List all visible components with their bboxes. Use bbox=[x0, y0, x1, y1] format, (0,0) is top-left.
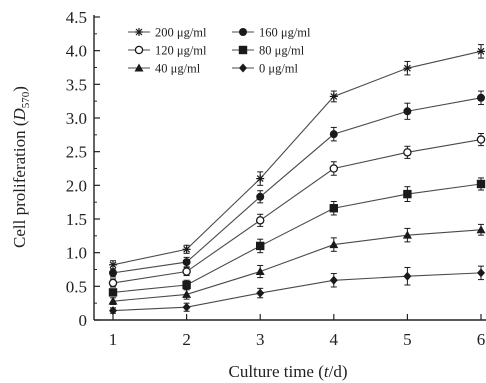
data-point bbox=[108, 288, 118, 297]
y-tick-label: 1.0 bbox=[66, 244, 87, 263]
legend-marker bbox=[239, 28, 247, 36]
data-point bbox=[108, 296, 118, 305]
data-point bbox=[182, 245, 191, 254]
data-point bbox=[476, 179, 486, 189]
x-tick-label: 3 bbox=[256, 330, 265, 349]
legend-marker bbox=[135, 28, 143, 36]
data-point bbox=[256, 192, 265, 201]
series-line bbox=[112, 139, 482, 284]
legend-label: 40 μg/ml bbox=[155, 62, 201, 76]
y-axis-label: Cell proliferation (D570) bbox=[10, 86, 32, 248]
legend-marker bbox=[134, 45, 144, 55]
series-line bbox=[112, 97, 482, 274]
data-point bbox=[476, 135, 486, 144]
data-point bbox=[109, 260, 117, 269]
y-tick-label: 0.5 bbox=[66, 277, 87, 296]
series-line bbox=[112, 229, 482, 302]
y-tick-label: 1.5 bbox=[66, 210, 87, 229]
x-tick-label: 1 bbox=[109, 330, 118, 349]
data-point bbox=[108, 278, 118, 288]
data-point bbox=[329, 164, 339, 173]
data-point bbox=[477, 268, 485, 278]
data-point bbox=[256, 174, 265, 183]
series-line bbox=[112, 183, 482, 293]
data-point bbox=[403, 271, 412, 281]
legend-label: 80 μg/ml bbox=[259, 44, 305, 58]
y-tick-label: 2.5 bbox=[66, 143, 87, 162]
legend-item: 80 μg/ml bbox=[232, 44, 305, 58]
data-point bbox=[255, 216, 265, 225]
axes: 0 0.5 1.0 1.5 2.0 2.5 3.0 3.5 4.0 4.5 1 2 3 4 5 6 bbox=[66, 8, 486, 349]
data-point bbox=[182, 267, 191, 276]
x-tick-label: 6 bbox=[477, 330, 486, 349]
series-line bbox=[112, 272, 482, 312]
y-tick-label: 0 bbox=[79, 311, 88, 330]
legend-label: 160 μg/ml bbox=[259, 26, 311, 40]
legend: 200 μg/ml 160 μg/ml 120 μg/ml 80 μg/ml 40 μg… bbox=[128, 26, 311, 76]
data-point bbox=[182, 302, 191, 312]
x-tick-label: 2 bbox=[182, 330, 191, 349]
series-line bbox=[112, 50, 482, 266]
series-80-g-ml bbox=[108, 177, 486, 297]
legend-item: 0 μg/ml bbox=[232, 62, 299, 76]
series-0-g-ml bbox=[109, 265, 485, 316]
y-tick-label: 3.5 bbox=[66, 75, 87, 94]
data-point bbox=[182, 289, 192, 298]
data-point bbox=[477, 93, 485, 102]
data-point bbox=[329, 130, 338, 139]
data-point bbox=[402, 230, 412, 239]
y-tick-label: 4.5 bbox=[66, 8, 87, 27]
legend-item: 120 μg/ml bbox=[128, 44, 207, 58]
data-point bbox=[403, 189, 412, 199]
data-point bbox=[109, 268, 117, 277]
data-point bbox=[182, 258, 191, 267]
y-tick-label: 4.0 bbox=[66, 42, 87, 61]
data-point bbox=[256, 288, 265, 298]
data-point bbox=[256, 241, 265, 251]
series-40-g-ml bbox=[108, 223, 486, 306]
data-point bbox=[403, 148, 412, 157]
legend-marker bbox=[239, 63, 247, 73]
y-tick-label: 2.0 bbox=[66, 176, 87, 195]
legend-item: 160 μg/ml bbox=[232, 26, 311, 40]
data-point bbox=[329, 240, 339, 249]
series-layer bbox=[108, 44, 486, 316]
legend-label: 0 μg/ml bbox=[259, 62, 299, 76]
x-tick-label: 4 bbox=[330, 330, 339, 349]
data-point bbox=[182, 280, 191, 290]
data-point bbox=[403, 64, 412, 73]
series-200-g-ml bbox=[109, 44, 485, 270]
series-120-g-ml bbox=[108, 132, 486, 288]
data-point bbox=[476, 225, 486, 234]
legend-label: 120 μg/ml bbox=[155, 44, 207, 58]
legend-item: 40 μg/ml bbox=[128, 62, 201, 76]
y-tick-label: 3.0 bbox=[66, 109, 87, 128]
legend-item: 200 μg/ml bbox=[128, 26, 207, 40]
data-point bbox=[329, 275, 338, 285]
legend-label: 200 μg/ml bbox=[155, 26, 207, 40]
legend-marker bbox=[238, 45, 248, 55]
data-point bbox=[477, 47, 485, 56]
data-point bbox=[403, 107, 412, 116]
series-160-g-ml bbox=[109, 90, 485, 278]
data-point bbox=[109, 306, 117, 316]
x-axis-label: Culture time (t/d) bbox=[229, 362, 348, 381]
data-point bbox=[255, 267, 265, 276]
data-point bbox=[329, 92, 338, 101]
data-point bbox=[329, 204, 338, 213]
x-tick-label: 5 bbox=[403, 330, 412, 349]
legend-marker bbox=[134, 63, 144, 72]
